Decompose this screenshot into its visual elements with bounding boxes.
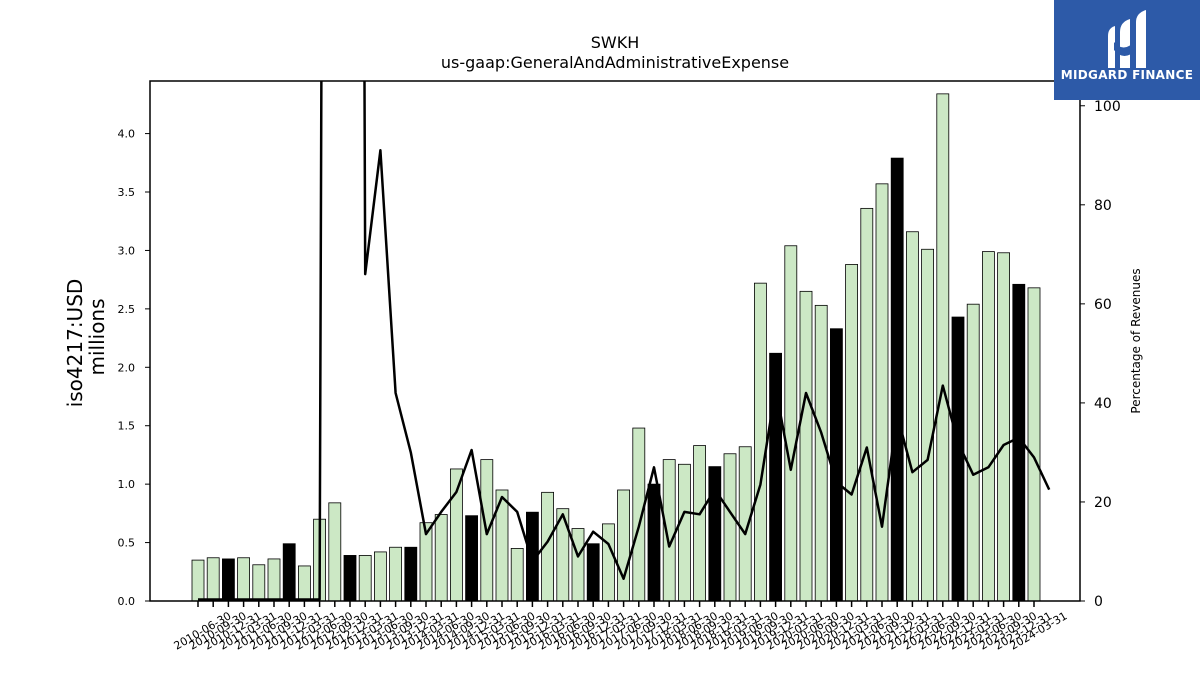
bar: [282, 543, 296, 602]
x-axis: 2010-06-302010-09-302010-12-312011-03-31…: [172, 601, 1070, 653]
percentage-line: [198, 81, 1051, 601]
logo-text: MIDGARD FINANCE: [1060, 68, 1194, 82]
bar: [936, 93, 950, 602]
bar: [890, 157, 904, 602]
bar: [373, 551, 387, 602]
plot-frame: [149, 80, 1081, 602]
bar: [951, 316, 965, 602]
y-tick-label: 2.0: [118, 361, 136, 374]
line-layer: [198, 81, 1051, 601]
bar: [814, 304, 828, 602]
bar: [510, 548, 524, 602]
y-axis: 0.0 0.5 1.0 1.5 2.0 2.5 3.0 3.5 4.0: [118, 128, 150, 608]
bar: [267, 558, 281, 602]
y-axis-label-line2: millions: [85, 298, 109, 375]
y2-tick-label: 100: [1094, 99, 1121, 115]
bar: [845, 264, 858, 602]
bar: [358, 555, 372, 602]
y2-axis-label: Percentage of Revenues: [1129, 268, 1143, 413]
bar: [693, 445, 706, 602]
bar: [237, 557, 251, 602]
y-tick-label: 2.5: [118, 303, 136, 316]
bar: [1027, 287, 1041, 602]
y2-tick-label: 0: [1094, 594, 1103, 610]
bar: [723, 453, 737, 602]
bar: [678, 463, 691, 602]
bar: [206, 557, 220, 602]
bar: [875, 183, 889, 602]
bar: [571, 528, 585, 602]
bar: [860, 207, 874, 602]
logo-mark-icon: [1108, 10, 1146, 68]
y-tick-label: 3.0: [118, 244, 136, 257]
bar: [906, 231, 919, 602]
y-tick-label: 4.0: [118, 128, 136, 141]
y-tick-label: 3.5: [118, 186, 136, 199]
y-axis-label-line1: iso4217:USD: [63, 279, 87, 408]
bar: [404, 546, 418, 602]
bar: [191, 559, 205, 602]
y2-tick-label: 40: [1094, 396, 1112, 412]
chart-title: SWKH: [591, 33, 640, 52]
bar: [586, 543, 600, 602]
bar: [465, 515, 479, 602]
bar: [343, 555, 357, 602]
bar: [328, 502, 342, 602]
brand-logo: MIDGARD FINANCE: [1054, 0, 1200, 100]
bar: [754, 282, 767, 602]
bar: [708, 466, 722, 602]
y-tick-label: 1.5: [118, 420, 136, 433]
y2-axis: 0 20 40 60 80 100: [1080, 99, 1121, 610]
bar: [966, 303, 980, 602]
chart-subtitle: us-gaap:GeneralAndAdministrativeExpense: [441, 53, 789, 72]
bar: [982, 251, 995, 602]
y-tick-label: 1.0: [118, 478, 136, 491]
bar: [617, 489, 630, 602]
bar: [221, 558, 235, 602]
bar: [297, 565, 311, 602]
y2-tick-label: 20: [1094, 495, 1112, 511]
y-tick-label: 0.0: [118, 595, 136, 608]
y2-tick-label: 60: [1094, 297, 1112, 313]
bar: [252, 564, 266, 602]
bar: [434, 514, 448, 602]
bar: [799, 290, 813, 602]
bar: [389, 546, 403, 602]
bar: [921, 248, 934, 602]
bar: [602, 523, 615, 602]
y2-tick-label: 80: [1094, 198, 1112, 214]
bar: [647, 483, 661, 602]
bar: [784, 245, 798, 602]
bar: [997, 252, 1010, 602]
y-tick-label: 0.5: [118, 537, 136, 550]
